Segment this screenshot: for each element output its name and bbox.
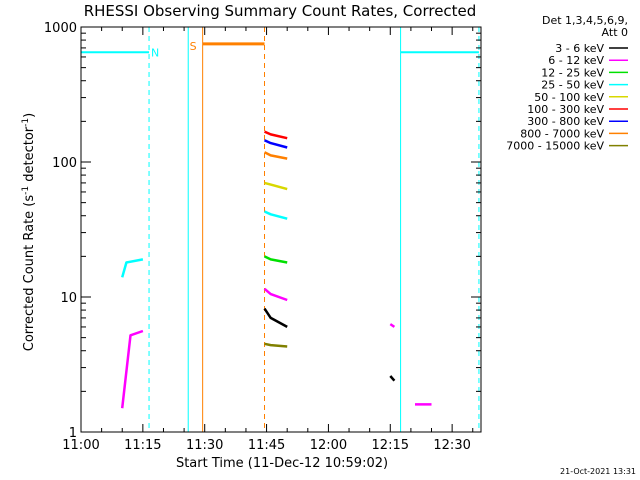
chart-title: RHESSI Observing Summary Count Rates, Co…: [84, 2, 477, 20]
x-axis: 11:00 11:15 11:30 11:45 12:00 12:15 12:30: [62, 27, 474, 453]
legend-header-1: Det 1,3,4,5,6,9,: [542, 14, 628, 27]
series-line: [263, 307, 288, 328]
saa-label: S: [190, 40, 197, 53]
timestamp: 21-Oct-2021 13:31: [560, 467, 636, 476]
legend-label: 7000 - 15000 keV: [506, 140, 604, 153]
y-tick-label: 1: [69, 426, 77, 441]
series-line: [263, 210, 288, 220]
x-tick-label: 11:15: [124, 438, 161, 453]
series-line: [389, 323, 396, 328]
x-tick-label: 12:30: [433, 438, 470, 453]
x-tick-label: 12:15: [372, 438, 409, 453]
y-axis-label-part3: ): [22, 113, 37, 118]
series-line: [389, 375, 396, 382]
legend-label: 12 - 25 keV: [541, 66, 604, 79]
y-axis-label: Corrected Count Rate (s-1 detector-1): [21, 113, 37, 351]
y-axis-label-part2: detector: [22, 126, 37, 186]
series-line: [120, 258, 144, 278]
y-axis-label-part1: Corrected Count Rate (s: [22, 195, 37, 352]
legend-label: 300 - 800 keV: [527, 115, 604, 128]
series-line: [264, 181, 288, 191]
legend-label: 6 - 12 keV: [548, 54, 604, 67]
x-axis-label: Start Time (11-Dec-12 10:59:02): [176, 456, 388, 471]
legend-header-2: Att 0: [602, 26, 628, 39]
series-line: [263, 255, 288, 264]
y-axis: 1 10 100 1000: [44, 21, 481, 441]
x-tick-label: 11:30: [186, 438, 223, 453]
y-axis-label-sup2: -1: [21, 118, 31, 127]
series-line: [263, 151, 288, 160]
y-axis-label-sup1: -1: [21, 186, 31, 195]
y-tick-label: 1000: [44, 21, 77, 36]
y-tick-label: 10: [60, 291, 77, 306]
plot-frame: [80, 26, 482, 433]
legend-label: 50 - 100 keV: [534, 91, 604, 104]
legend-label: 25 - 50 keV: [541, 79, 604, 92]
night-label: N: [151, 46, 159, 59]
series-line: [263, 287, 288, 302]
series-group: [120, 130, 432, 409]
x-tick-label: 11:00: [62, 438, 99, 453]
series-line: [264, 342, 288, 348]
legend-label: 3 - 6 keV: [555, 42, 604, 55]
series-line: [263, 139, 288, 149]
series-line: [263, 130, 288, 140]
x-tick-label: 11:45: [248, 438, 285, 453]
legend-label: 800 - 7000 keV: [520, 127, 604, 140]
x-tick-label: 12:00: [310, 438, 347, 453]
y-tick-label: 100: [52, 156, 77, 171]
legend-label: 100 - 300 keV: [527, 103, 604, 116]
series-line: [120, 329, 144, 409]
